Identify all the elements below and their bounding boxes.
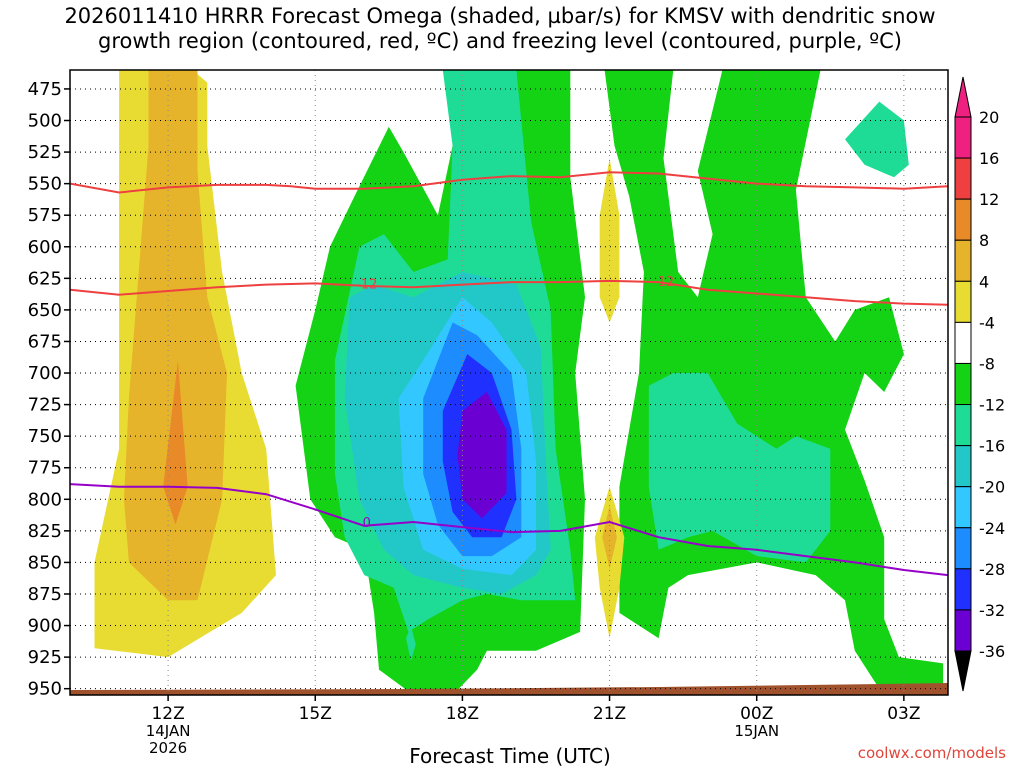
colorbar-box-9: [954, 486, 972, 529]
y-tick-label-675: 675: [28, 331, 62, 352]
x-tick-year-12Z: 2026: [149, 739, 187, 757]
title-line-2: growth region (contoured, red, ºC) and f…: [98, 29, 902, 53]
colorbar-label--36: -36: [979, 642, 1005, 661]
omega-region-teal-east-mid: [648, 373, 831, 563]
contour-dgz-lower: [70, 279, 948, 306]
contour-label-1: -12: [653, 275, 674, 290]
contour-label-2: 0: [363, 516, 371, 531]
x-tick-label-21Z: 21Z: [593, 704, 626, 724]
colorbar-label--24: -24: [979, 519, 1005, 538]
vertical-gridlines: [167, 70, 905, 695]
y-tick-label-475: 475: [28, 79, 62, 100]
site-credit[interactable]: coolwx.com/models: [857, 744, 1006, 762]
colorbar-label-20: 20: [979, 108, 999, 127]
colorbar-label--20: -20: [979, 478, 1005, 497]
colorbar-box-1: [954, 157, 972, 200]
plot-frame: [69, 69, 949, 696]
y-tick-label-625: 625: [28, 268, 62, 289]
y-tick-label-900: 900: [28, 616, 62, 637]
y-tick-label-700: 700: [28, 363, 62, 384]
omega-region-teal-low: [406, 625, 416, 661]
colorbar-label-8: 8: [979, 231, 989, 250]
x-tick-label-15Z: 15Z: [299, 704, 332, 724]
y-tick-label-500: 500: [28, 111, 62, 132]
y-tick-label-925: 925: [28, 647, 62, 668]
colorbar-label--32: -32: [979, 601, 1005, 620]
omega-region-orange-west: [124, 70, 227, 601]
y-tick-label-850: 850: [28, 552, 62, 573]
colorbar-label--16: -16: [979, 437, 1005, 456]
colorbar: 20 16 12 8 4 -4 -8 -12 -16 -20 -24 -28 -32 -36: [954, 76, 1005, 692]
y-tick-label-725: 725: [28, 395, 62, 416]
x-tick-date-12Z: 14JAN: [146, 722, 191, 740]
contour-freezing: [70, 483, 948, 577]
colorbar-bottom-arrow: [954, 650, 972, 692]
x-tick-label-18Z: 18Z: [446, 704, 479, 724]
x-tick-label-03Z: 03Z: [887, 704, 920, 724]
y-tick-label-600: 600: [28, 237, 62, 258]
terrain-strip: [70, 683, 948, 695]
y-tick-label-750: 750: [28, 426, 62, 447]
y-tick-label-875: 875: [28, 584, 62, 605]
x-tick-date-00Z: 15JAN: [734, 722, 779, 740]
contours: [70, 171, 948, 577]
colorbar-box-2: [954, 198, 972, 241]
colorbar-label--28: -28: [979, 560, 1005, 579]
colorbar-label-12: 12: [979, 190, 999, 209]
y-axis: 475 500 525 550 575 600 625 650 675 700 725 750 775 8…: [28, 79, 70, 700]
colorbar-label-4: 4: [979, 272, 989, 291]
contour-dgz-upper: [70, 171, 948, 194]
contour-label-0: -12: [356, 277, 377, 292]
y-tick-label-550: 550: [28, 174, 62, 195]
colorbar-label-16: 16: [979, 149, 999, 168]
colorbar-box-0: [954, 116, 972, 159]
chart-title: 2026011410 HRRR Forecast Omega (shaded, …: [0, 4, 1000, 54]
x-tick-label-00Z: 00Z: [740, 704, 773, 724]
colorbar-box-5: [954, 321, 972, 364]
y-tick-label-575: 575: [28, 205, 62, 226]
omega-region-teal-east-top: [845, 101, 909, 178]
x-tick-label-12Z: 12Z: [151, 704, 184, 724]
colorbar-label--8: -8: [979, 354, 995, 373]
colorbar-box-7: [954, 404, 972, 447]
y-tick-label-825: 825: [28, 521, 62, 542]
title-line-1: 2026011410 HRRR Forecast Omega (shaded, …: [64, 4, 936, 28]
colorbar-top-arrow: [954, 76, 972, 118]
omega-region-orange-21z: [602, 505, 617, 569]
y-tick-label-525: 525: [28, 142, 62, 163]
colorbar-box-6: [954, 362, 972, 406]
omega-region-dark-orange-west: [163, 360, 188, 525]
colorbar-box-4: [954, 280, 972, 323]
colorbar-box-3: [954, 239, 972, 282]
colorbar-box-12: [954, 609, 972, 652]
y-tick-label-650: 650: [28, 300, 62, 321]
y-tick-label-800: 800: [28, 489, 62, 510]
omega-shading: [70, 70, 948, 695]
y-tick-label-775: 775: [28, 458, 62, 479]
y-tick-label-950: 950: [28, 679, 62, 700]
omega-region-purple-central: [457, 392, 507, 519]
colorbar-box-8: [954, 445, 972, 488]
colorbar-box-11: [954, 568, 972, 611]
colorbar-label--4: -4: [979, 313, 995, 332]
colorbar-label--12: -12: [979, 396, 1005, 415]
colorbar-box-10: [954, 527, 972, 570]
x-axis-title: Forecast Time (UTC): [409, 744, 611, 768]
